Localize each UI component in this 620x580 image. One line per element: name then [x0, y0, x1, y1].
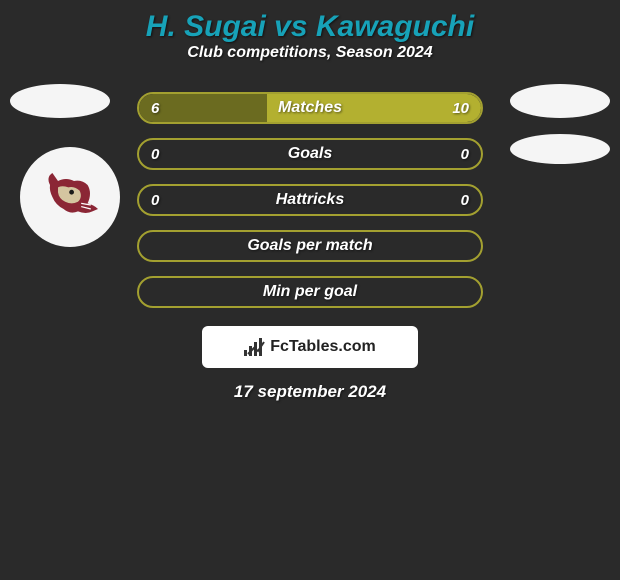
team-logo-left: [20, 147, 120, 247]
bar-label: Goals: [288, 145, 332, 163]
avatar-placeholder-left-top: [10, 84, 110, 118]
title-player1: H. Sugai: [146, 10, 266, 43]
stat-bar: Min per goal: [137, 276, 483, 308]
bar-label: Goals per match: [247, 237, 372, 255]
stat-bar: 6 10 Matches: [137, 92, 483, 124]
title-player2: Kawaguchi: [316, 10, 474, 43]
stats-area: 6 10 Matches 0 0 Goals 0 0 Hattricks Goals per ma…: [0, 92, 620, 308]
coyote-icon: [30, 157, 110, 237]
bar-value-left: 6: [151, 100, 159, 117]
bar-value-right: 0: [461, 192, 469, 209]
bar-value-left: 0: [151, 192, 159, 209]
stat-bar: 0 0 Goals: [137, 138, 483, 170]
bar-value-right: 10: [452, 100, 469, 117]
bar-chart-icon: [244, 338, 266, 356]
date-text: 17 september 2024: [0, 382, 620, 402]
infographic-container: H. Sugai vs Kawaguchi Club competitions,…: [0, 0, 620, 402]
title-vs: vs: [266, 10, 316, 43]
bar-value-right: 0: [461, 146, 469, 163]
stat-bar: 0 0 Hattricks: [137, 184, 483, 216]
page-title: H. Sugai vs Kawaguchi: [0, 10, 620, 44]
logo-text: FcTables.com: [270, 338, 376, 356]
bar-value-left: 0: [151, 146, 159, 163]
source-logo: FcTables.com: [202, 326, 418, 368]
subtitle: Club competitions, Season 2024: [0, 44, 620, 62]
bar-label: Hattricks: [276, 191, 344, 209]
trend-line-icon: [246, 338, 266, 358]
bar-label: Min per goal: [263, 283, 357, 301]
stat-bars: 6 10 Matches 0 0 Goals 0 0 Hattricks Goals per ma…: [137, 92, 483, 308]
avatar-placeholder-right-top: [510, 84, 610, 118]
stat-bar: Goals per match: [137, 230, 483, 262]
bar-label: Matches: [278, 99, 342, 117]
avatar-placeholder-right-bottom: [510, 134, 610, 164]
